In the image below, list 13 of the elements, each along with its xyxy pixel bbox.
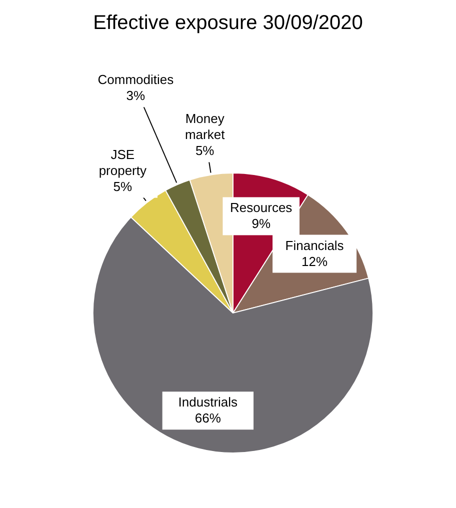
chart-title: Effective exposure 30/09/2020 — [92, 11, 364, 36]
slice-label: Financials — [285, 238, 344, 253]
data-label: 5% — [113, 178, 133, 194]
data-label: 9% — [252, 216, 271, 232]
data-label: 5% — [195, 143, 215, 158]
slice-label: Industrials — [178, 394, 238, 410]
data-label: 66% — [194, 410, 222, 426]
slice-label: Resources — [230, 200, 293, 216]
data-label: 3% — [126, 88, 146, 104]
slice-label: Commodities — [98, 72, 174, 88]
data-label: 12% — [302, 254, 328, 269]
slice-label: JSE property — [98, 146, 148, 178]
slice-label: Money market — [184, 111, 226, 142]
